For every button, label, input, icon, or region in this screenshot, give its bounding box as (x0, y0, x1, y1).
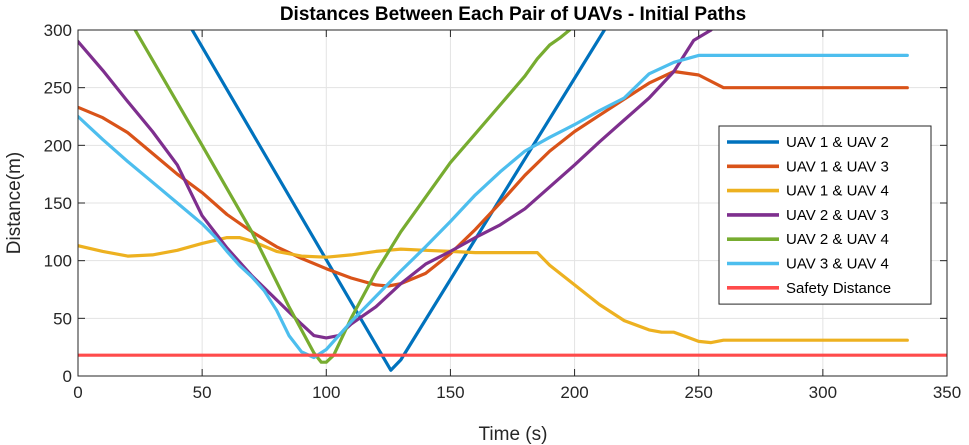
chart-title: Distances Between Each Pair of UAVs - In… (280, 4, 746, 25)
x-tick-label: 0 (73, 383, 82, 402)
y-tick-label: 200 (44, 136, 72, 155)
series-line-1 (190, 30, 607, 372)
legend-entry-6: UAV 3 & UAV 4 (786, 256, 889, 273)
x-tick-label: 350 (933, 383, 961, 402)
x-tick-label: 200 (560, 383, 588, 402)
y-tick-label: 100 (44, 252, 72, 271)
y-tick-label: 0 (63, 367, 72, 386)
legend: UAV 1 & UAV 2 UAV 1 & UAV 3 UAV 1 & UAV 4 U… (718, 125, 932, 305)
x-tick-label: 300 (809, 383, 837, 402)
y-tick-label: 300 (44, 21, 72, 40)
legend-entry-1: UAV 1 & UAV 2 (786, 134, 889, 151)
y-tick-label: 50 (53, 309, 72, 328)
x-tick-label: 150 (436, 383, 464, 402)
legend-entry-5: UAV 2 & UAV 4 (786, 231, 889, 248)
series-line-6 (78, 53, 909, 360)
legend-entry-7: Safety Distance (786, 280, 891, 297)
legend-entry-2: UAV 1 & UAV 3 (786, 158, 889, 175)
x-tick-label: 50 (193, 383, 212, 402)
series-lines (78, 30, 947, 372)
x-axis-label: Time (s) (479, 424, 548, 445)
ticks: 0 50 100 150 200 250 300 350 0 50 100 150 200 250 300 (44, 21, 962, 402)
x-tick-label: 100 (312, 383, 340, 402)
series-line-4 (78, 30, 713, 340)
legend-entry-4: UAV 2 & UAV 3 (786, 207, 889, 224)
y-tick-label: 250 (44, 79, 72, 98)
y-axis-label: Distance(m) (4, 152, 25, 254)
y-tick-label: 150 (44, 194, 72, 213)
series-line-5 (133, 30, 572, 364)
legend-entry-3: UAV 1 & UAV 4 (786, 183, 889, 200)
x-tick-label: 250 (685, 383, 713, 402)
